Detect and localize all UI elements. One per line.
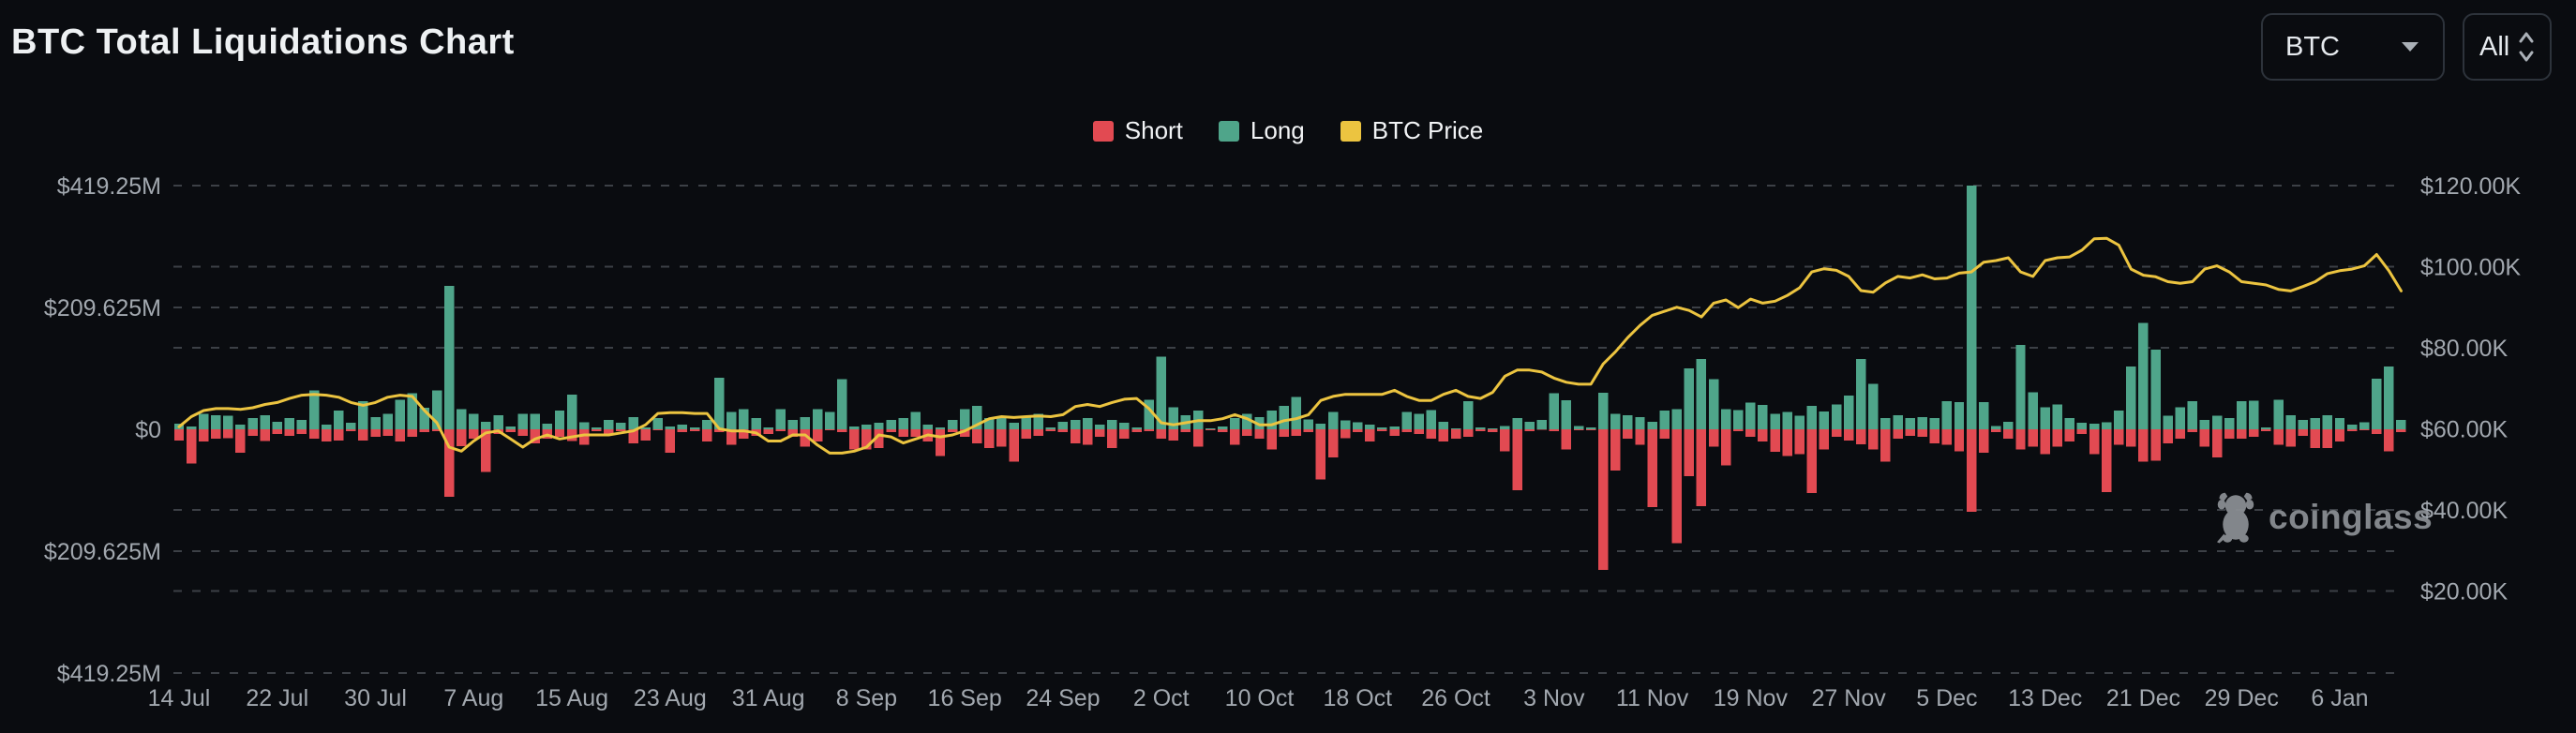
right-axis-tick-label: $20.00K (2420, 579, 2508, 606)
x-axis-tick-label: 8 Sep (836, 685, 897, 711)
chevron-down-icon (2402, 42, 2419, 52)
range-select-value: All (2479, 31, 2510, 62)
x-axis-tick-label: 24 Sep (1026, 685, 1100, 711)
chevron-up-down-icon (2519, 32, 2534, 62)
x-axis-tick-label: 31 Aug (732, 685, 805, 711)
axis-labels: $419.25M $209.625M $0 $209.625M $419.25M $120… (44, 173, 2521, 711)
long-bars[interactable] (173, 186, 2406, 429)
page-title: BTC Total Liquidations Chart (11, 22, 515, 62)
legend-label-short: Short (1124, 116, 1183, 144)
x-axis-tick-label: 26 Oct (1421, 685, 1490, 711)
right-axis-tick-label: $80.00K (2420, 336, 2508, 362)
x-axis-tick-label: 19 Nov (1714, 685, 1789, 711)
gridlines (173, 185, 2404, 674)
legend-item-btc-price[interactable]: BTC Price (1340, 116, 1483, 145)
legend-item-long[interactable]: Long (1218, 116, 1305, 145)
legend-item-short[interactable]: Short (1092, 116, 1183, 145)
right-axis-tick-label: $60.00K (2420, 417, 2508, 443)
x-axis-tick-label: 7 Aug (443, 685, 503, 711)
coinglass-watermark-text: coinglass (2269, 498, 2434, 536)
symbol-select[interactable]: BTC (2261, 13, 2445, 81)
legend-label-long: Long (1250, 116, 1305, 144)
right-axis-tick-label: $40.00K (2420, 498, 2508, 524)
x-axis-tick-label: 3 Nov (1523, 685, 1585, 711)
coinglass-watermark: coinglass (2212, 491, 2433, 544)
x-axis-tick-label: 30 Jul (344, 685, 407, 711)
left-axis-tick-label: $419.25M (57, 173, 161, 200)
x-axis-tick-label: 27 Nov (1812, 685, 1887, 711)
range-select[interactable]: All (2463, 13, 2552, 81)
x-axis-tick-label: 10 Oct (1225, 685, 1295, 711)
x-axis-tick-label: 5 Dec (1916, 685, 1977, 711)
right-axis-tick-label: $100.00K (2420, 255, 2521, 281)
x-axis-tick-label: 18 Oct (1323, 685, 1392, 711)
x-axis-tick-label: 2 Oct (1133, 685, 1190, 711)
left-axis-tick-label: $0 (135, 417, 161, 443)
legend: Short Long BTC Price (0, 116, 2576, 145)
x-axis-tick-label: 16 Sep (928, 685, 1002, 711)
right-axis-tick-label: $120.00K (2420, 173, 2521, 200)
long-swatch-icon (1218, 120, 1239, 142)
left-axis-tick-label: $209.625M (44, 539, 161, 565)
x-axis-tick-label: 14 Jul (148, 685, 211, 711)
left-axis-tick-label: $419.25M (57, 661, 161, 687)
coinglass-bull-icon (2217, 492, 2254, 544)
x-axis-tick-label: 21 Dec (2106, 685, 2180, 711)
legend-label-btc-price: BTC Price (1371, 116, 1484, 144)
x-axis-tick-label: 6 Jan (2311, 685, 2368, 711)
symbol-select-value: BTC (2285, 31, 2340, 62)
btc-price-swatch-icon (1340, 120, 1361, 142)
x-axis-tick-label: 15 Aug (535, 685, 608, 711)
left-axis-tick-label: $209.625M (44, 295, 161, 322)
x-axis-tick-label: 23 Aug (634, 685, 707, 711)
x-axis-tick-label: 11 Nov (1616, 685, 1689, 711)
short-bars[interactable] (173, 429, 2406, 571)
x-axis-tick-label: 22 Jul (246, 685, 308, 711)
btc-price-line[interactable] (177, 236, 2403, 455)
x-axis-tick-label: 29 Dec (2205, 685, 2279, 711)
x-axis-tick-label: 13 Dec (2008, 685, 2082, 711)
short-swatch-icon (1092, 120, 1114, 142)
